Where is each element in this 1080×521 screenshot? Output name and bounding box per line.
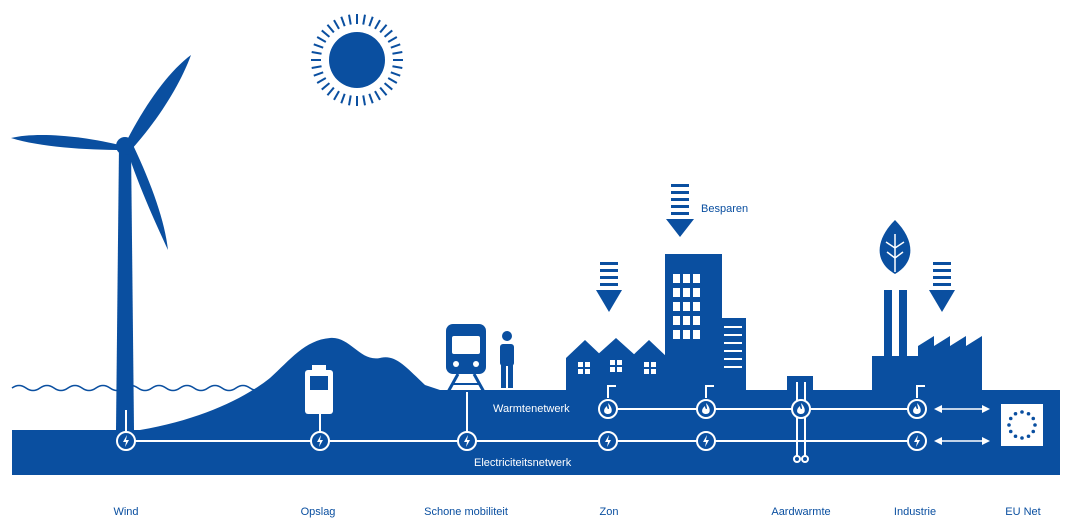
flame-icon [598, 399, 618, 419]
down-arrow-icon [929, 262, 955, 312]
person-icon [500, 331, 514, 388]
geothermal-station [787, 376, 813, 392]
leaf-icon [879, 220, 911, 274]
down-arrow-icon [666, 184, 694, 237]
category-label-eu-net: EU Net [1005, 506, 1041, 518]
category-label-schone-mobiliteit: Schone mobiliteit [424, 506, 508, 518]
sun-icon [311, 14, 403, 106]
lightning-icon [457, 431, 477, 451]
category-label-aardwarmte: Aardwarmte [771, 506, 831, 518]
category-label-industrie: Industrie [893, 506, 937, 518]
double-arrow-icon [934, 405, 990, 413]
lightning-icon [310, 431, 330, 451]
category-label-wind: Wind [113, 506, 139, 518]
sea-waves [11, 384, 279, 392]
flame-icon [907, 399, 927, 419]
besparen-label: Besparen [701, 203, 749, 215]
lightning-icon [116, 431, 136, 451]
double-arrow-icon [934, 437, 990, 445]
train-icon [446, 324, 486, 393]
lightning-icon [907, 431, 927, 451]
eu-flag-icon [1001, 404, 1043, 446]
lightning-icon [696, 431, 716, 451]
flame-icon [791, 399, 811, 419]
factory [872, 290, 982, 390]
electriciteitsnetwerk-label: Electriciteitsnetwerk [474, 457, 572, 469]
warmtenetwerk-label: Warmtenetwerk [493, 403, 570, 415]
flame-icon [696, 399, 716, 419]
category-label-zon: Zon [599, 506, 619, 518]
office-buildings [665, 254, 746, 390]
houses [566, 338, 668, 390]
wind-turbine-icon [11, 55, 191, 430]
down-arrow-icon [596, 262, 622, 312]
lightning-icon [598, 431, 618, 451]
network-lines [125, 382, 925, 463]
battery-icon [305, 365, 333, 414]
category-label-opslag: Opslag [300, 506, 336, 518]
